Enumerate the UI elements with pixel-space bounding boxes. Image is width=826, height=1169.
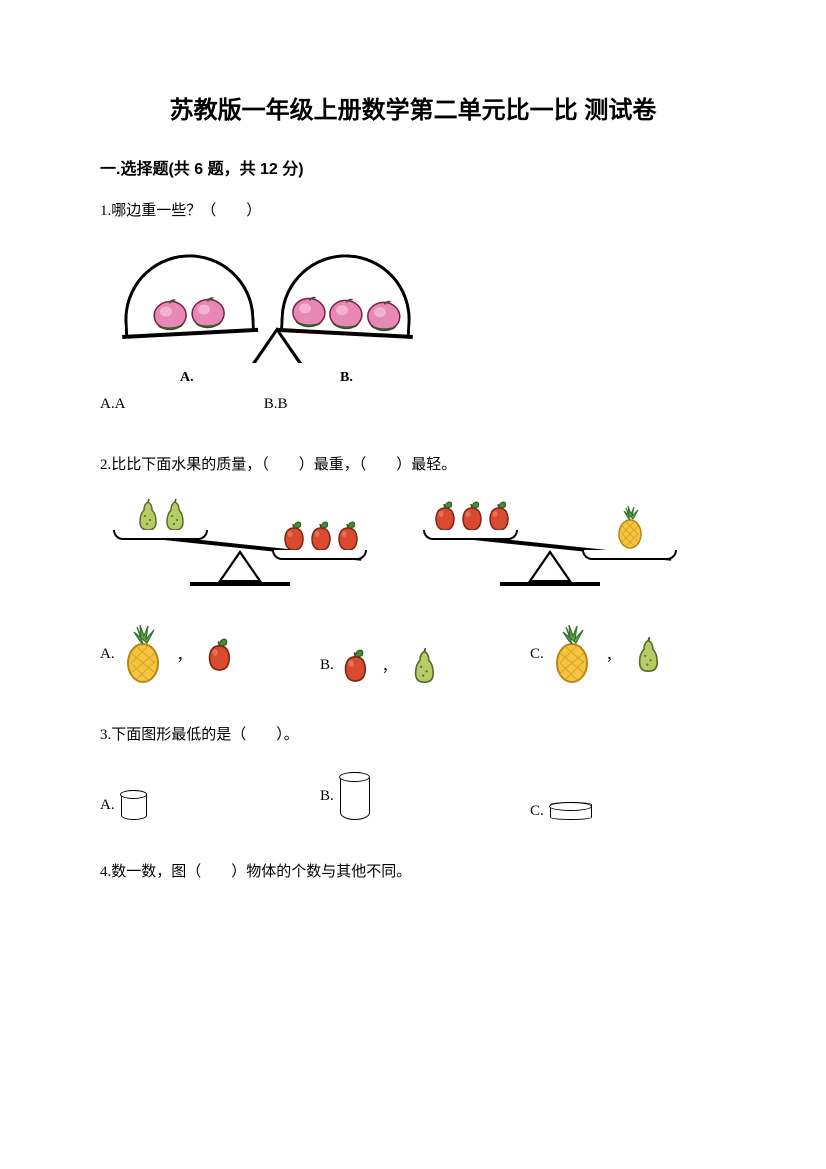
- q2-opt-b[interactable]: B. ，: [320, 647, 530, 683]
- apple-icon: [334, 520, 360, 550]
- apple-icon: [431, 500, 457, 530]
- q4-text: 4.数一数，图（ ）物体的个数与其他不同。: [100, 860, 726, 884]
- q3-opt-a[interactable]: A.: [100, 790, 320, 820]
- q3-opt-c[interactable]: C.: [530, 802, 710, 820]
- apple-icon: [458, 500, 484, 530]
- apple-icon: [485, 500, 511, 530]
- pineapple-icon: [550, 625, 594, 683]
- q2-opt-c[interactable]: C. ，: [530, 625, 710, 683]
- cylinder-icon: [340, 772, 370, 820]
- q2-text: 2.比比下面水果的质量，（ ）最重，（ ）最轻。: [100, 453, 726, 477]
- apple-icon: [340, 648, 370, 682]
- q2-options: A. ， B. ， C. ，: [100, 625, 726, 683]
- pear-icon: [409, 647, 439, 683]
- q1-text: 1.哪边重一些？（ ）: [100, 199, 726, 223]
- cylinder-icon: [550, 802, 592, 820]
- pear-icon: [134, 498, 160, 530]
- pineapple-icon: [121, 625, 165, 683]
- apple-icon: [204, 637, 234, 671]
- q2-opt-a[interactable]: A. ，: [100, 625, 320, 683]
- section-header: 一.选择题(共 6 题，共 12 分): [100, 155, 726, 179]
- q3-options: A. B. C.: [100, 772, 726, 820]
- peach-icon: [290, 292, 327, 330]
- peach-icon: [151, 295, 189, 333]
- peach-icon: [189, 293, 227, 331]
- apple-icon: [307, 520, 333, 550]
- q1-figure: A. B.: [125, 241, 726, 371]
- apple-icon: [280, 520, 306, 550]
- peach-icon: [365, 295, 402, 333]
- q1-label-a: A.: [180, 370, 194, 386]
- pear-icon: [633, 636, 663, 672]
- q2-figure: [110, 495, 726, 590]
- pineapple-icon: [614, 506, 646, 550]
- q3-text: 3.下面图形最低的是（ ）。: [100, 723, 726, 747]
- q1-opt-b[interactable]: B.B: [264, 396, 288, 413]
- q1-opt-a[interactable]: A.A: [100, 396, 260, 413]
- peach-icon: [327, 294, 364, 332]
- q1-options: A.A B.B: [100, 396, 726, 413]
- pear-icon: [161, 498, 187, 530]
- q1-label-b: B.: [340, 370, 353, 386]
- page-title: 苏教版一年级上册数学第二单元比一比 测试卷: [100, 90, 726, 125]
- cylinder-icon: [121, 790, 147, 820]
- q3-opt-b[interactable]: B.: [320, 772, 530, 820]
